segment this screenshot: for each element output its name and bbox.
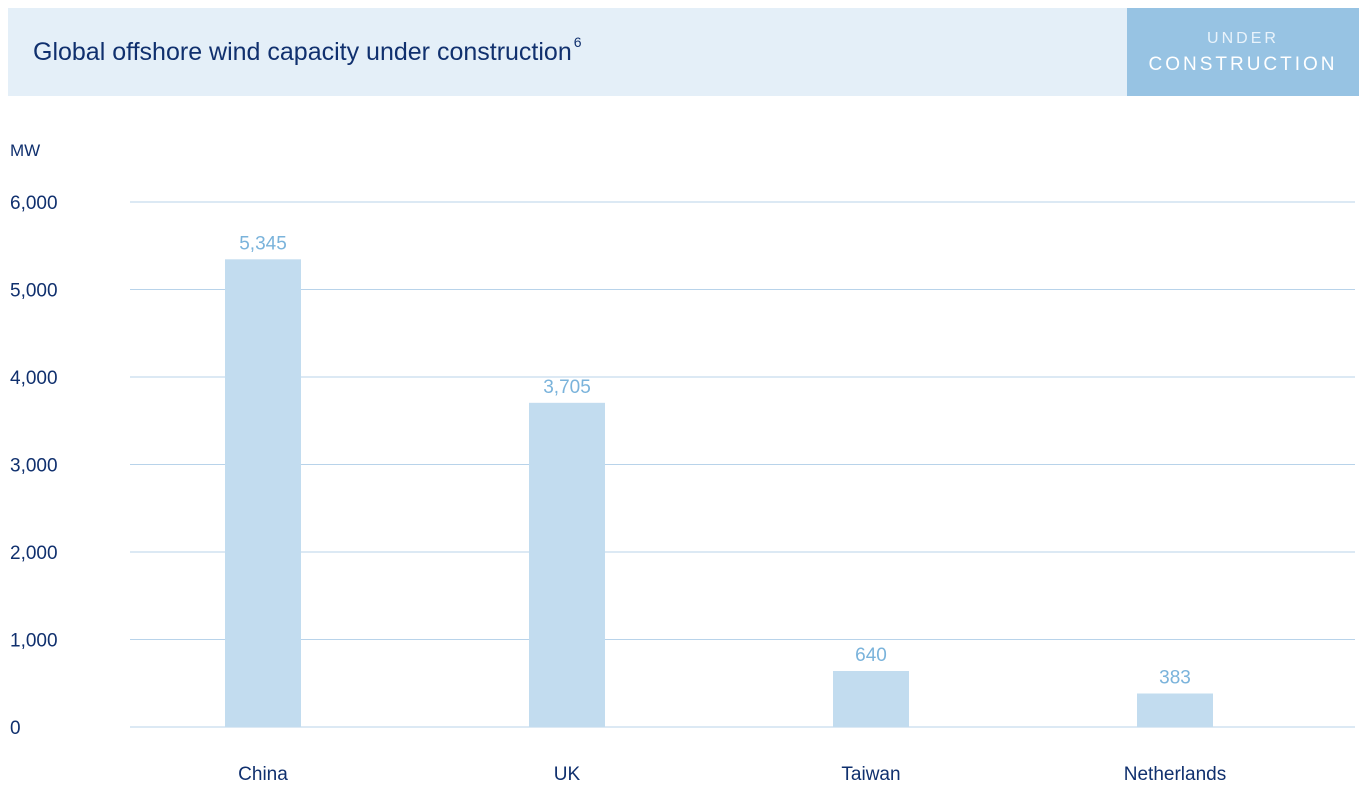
bar [1137, 693, 1213, 727]
y-axis-unit-label: MW [10, 141, 41, 160]
status-tag: UNDER CONSTRUCTION [1127, 8, 1359, 96]
y-tick-label: 1,000 [10, 631, 58, 652]
chart-title: Global offshore wind capacity under cons… [33, 8, 582, 96]
bar [833, 671, 909, 727]
y-tick-label: 0 [10, 718, 21, 739]
status-tag-line2: CONSTRUCTION [1148, 54, 1338, 75]
title-footnote-ref: 6 [573, 34, 582, 50]
x-tick-label: Taiwan [841, 764, 900, 785]
data-label: 640 [855, 645, 887, 666]
y-tick-label: 3,000 [10, 456, 58, 477]
x-tick-label: China [238, 764, 288, 785]
status-tag-line1: UNDER [1207, 30, 1279, 47]
bar [529, 402, 605, 727]
chart-title-text: Global offshore wind capacity under cons… [33, 38, 572, 66]
y-tick-label: 5,000 [10, 281, 58, 302]
data-label: 5,345 [239, 233, 287, 254]
data-label: 3,705 [543, 377, 591, 398]
bar [225, 259, 301, 727]
chart-header: Global offshore wind capacity under cons… [8, 8, 1127, 96]
data-label: 383 [1159, 667, 1191, 688]
x-tick-label: Netherlands [1124, 764, 1226, 785]
y-tick-label: 4,000 [10, 368, 58, 389]
y-tick-label: 2,000 [10, 543, 58, 564]
x-tick-label: UK [554, 764, 581, 785]
y-tick-label: 6,000 [10, 193, 58, 214]
